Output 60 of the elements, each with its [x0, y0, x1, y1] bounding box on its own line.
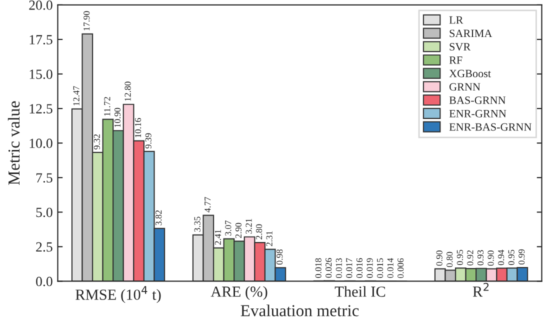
text: 3.35: [194, 216, 200, 232]
text: 3.21: [246, 218, 252, 234]
text: 12.80: [124, 82, 131, 101]
y-tick-label: 5.0: [36, 208, 52, 218]
text: 0.95: [456, 250, 463, 265]
text: 0.80: [446, 252, 453, 268]
y-tick-label: 12.5: [30, 104, 52, 114]
legend-label: ENR-GRNN: [449, 110, 506, 118]
legend-label: XGBoost: [449, 70, 491, 78]
text: 0.98: [276, 249, 283, 265]
text: 0.015: [376, 258, 384, 278]
x-tick-label: RMSE (10$^{4}$ t): [76, 286, 161, 303]
text: 0.93: [477, 250, 484, 266]
y-tick-label: 10.0: [30, 138, 52, 148]
text: 0.018: [315, 258, 322, 278]
y-tick-label: 7.5: [36, 173, 52, 183]
legend-label: SARIMA: [450, 30, 492, 38]
text: 0.014: [387, 258, 394, 278]
y-tick-label: 20.0: [29, 0, 52, 10]
text: 0.92: [467, 250, 474, 266]
text: 0.90: [436, 250, 442, 266]
y-tick-label: 17.5: [30, 35, 52, 44]
y-tick-label: 15.0: [30, 70, 52, 79]
text: 2.41: [214, 230, 221, 245]
y-axis-title: Metric value: [8, 101, 20, 185]
x-tick-label: R$^{2}$: [472, 282, 489, 297]
text: 0.99: [518, 249, 525, 264]
x-axis-title: Evaluation metric: [240, 304, 359, 316]
legend-label: LR: [449, 16, 464, 24]
x-tick-label: ARE (%): [210, 286, 268, 300]
legend-label: GRNN: [449, 83, 480, 91]
text: 0.006: [398, 258, 404, 278]
text: 12.47: [73, 86, 80, 106]
legend-label: RF: [449, 56, 462, 64]
text: 3.82: [156, 210, 162, 226]
text: 3.07: [225, 220, 232, 236]
text: 0.016: [356, 258, 363, 278]
y-tick-label: 0.0: [36, 276, 52, 286]
text: 9.39: [145, 133, 152, 148]
text: 0.019: [366, 258, 373, 278]
text: 9.32: [94, 134, 100, 150]
text: 0.90: [488, 250, 494, 266]
text: 17.90: [84, 11, 90, 30]
x-tick-label: Theil IC: [334, 286, 386, 297]
legend-label: ENR-BAS-GRNN: [449, 123, 532, 131]
y-tick-label: 2.5: [36, 242, 52, 252]
text: 2.80: [256, 224, 262, 240]
text: 4.77: [204, 197, 211, 212]
text: 10.90: [114, 108, 121, 128]
text: 0.026: [326, 258, 332, 278]
text: 10.16: [134, 118, 142, 138]
legend-label: BAS-GRNN: [449, 96, 506, 104]
text: 0.013: [336, 258, 342, 278]
text: 2.31: [266, 231, 272, 246]
text: 0.94: [498, 250, 504, 266]
text: 11.72: [104, 97, 110, 116]
text: 2.90: [235, 222, 242, 238]
legend-label: SVR: [450, 43, 471, 51]
text: 0.017: [346, 258, 352, 278]
text: 0.95: [508, 250, 514, 265]
